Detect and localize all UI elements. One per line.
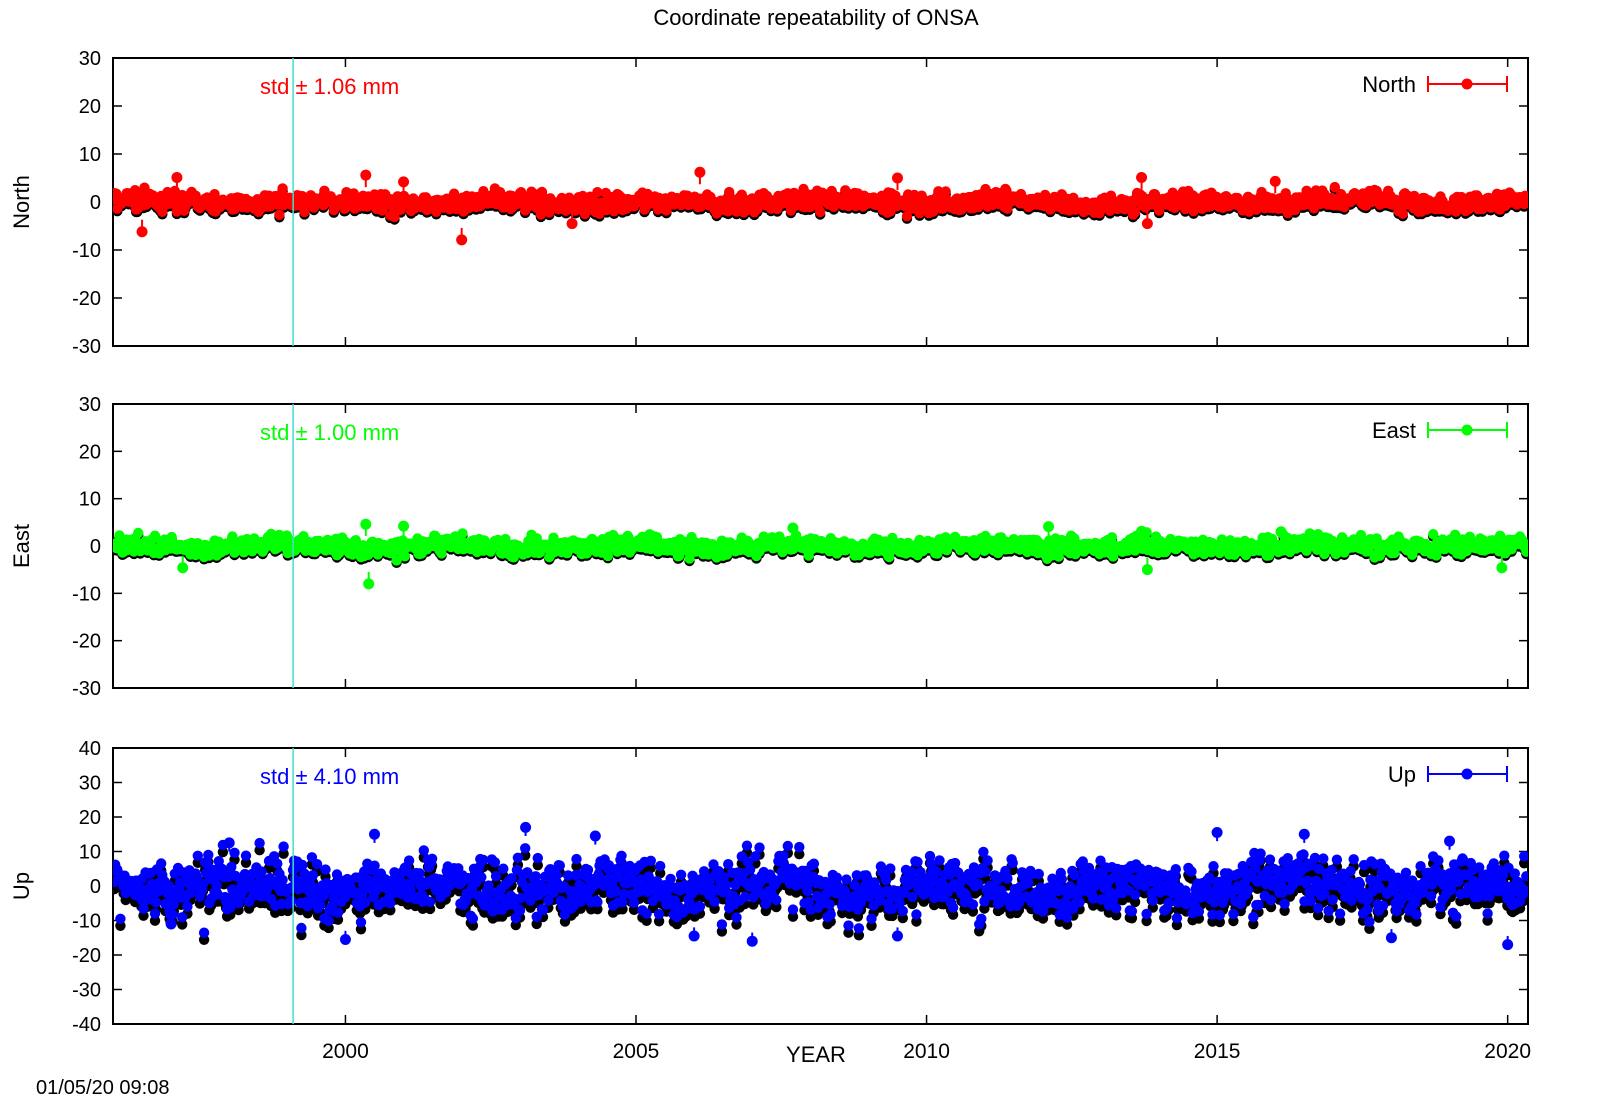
data-point (508, 552, 519, 563)
data-point (815, 206, 826, 218)
outlier-point (136, 226, 148, 238)
outlier-point (398, 176, 410, 188)
outlier-point (1136, 172, 1148, 184)
data-point (399, 551, 411, 562)
outlier-point (171, 172, 183, 184)
data-point (500, 533, 511, 545)
y-tick-label: 20 (79, 96, 101, 118)
legend-marker (1461, 78, 1473, 90)
data-point (1329, 181, 1341, 193)
data-point (299, 206, 310, 218)
data-point (940, 186, 951, 197)
chart-title: Coordinate repeatability of ONSA (653, 5, 979, 30)
y-tick-label: 20 (79, 441, 101, 463)
data-point (602, 550, 614, 562)
y-tick-label: -20 (72, 631, 101, 653)
std-label: std ± 1.06 mm (260, 74, 399, 99)
data-point (901, 211, 913, 222)
data-point (391, 555, 402, 566)
outlier-point (360, 169, 372, 181)
data-point (1153, 205, 1165, 216)
data-point (661, 205, 672, 216)
y-tick-label: 0 (90, 192, 101, 214)
y-tick-label: -30 (72, 336, 101, 358)
y-axis-label: East (9, 524, 34, 568)
panel-north: -30 -20 -10 0 10 20 30 North std ± 1.06 mm North (9, 48, 1529, 358)
legend: North (1362, 72, 1508, 97)
y-tick-label: 10 (79, 144, 101, 166)
data-series-north (113, 166, 1528, 246)
data-point (274, 209, 285, 220)
y-tick-label: -10 (72, 240, 101, 262)
outlier-point (891, 172, 903, 184)
legend-label: North (1362, 72, 1416, 97)
data-point (209, 189, 220, 200)
data-point (133, 527, 144, 539)
y-tick-label: 30 (79, 394, 101, 416)
outlier-point (694, 166, 706, 178)
y-axis-label: North (9, 175, 34, 229)
outlier-point (456, 234, 468, 246)
y-tick-label: 10 (79, 489, 101, 511)
y-tick-label: -30 (72, 678, 101, 700)
y-tick-label: 0 (90, 536, 101, 558)
data-point (684, 553, 695, 564)
data-series-east (113, 518, 1528, 590)
x-axis-label: YEAR (786, 1042, 846, 1067)
data-point (592, 187, 603, 198)
outlier-point (1269, 175, 1281, 187)
data-point (277, 183, 288, 194)
y-tick-label: -20 (72, 288, 101, 310)
data-point (1397, 208, 1409, 219)
y-tick-label: -10 (72, 583, 101, 605)
data-point (457, 528, 468, 539)
outlier-point (1141, 218, 1153, 230)
data-point (1521, 191, 1528, 202)
y-tick-label: 30 (79, 48, 101, 70)
data-point (363, 549, 374, 560)
outlier-point (566, 218, 578, 230)
data-point (1129, 207, 1141, 218)
timestamp: 01/05/20 09:08 (36, 1077, 169, 1099)
